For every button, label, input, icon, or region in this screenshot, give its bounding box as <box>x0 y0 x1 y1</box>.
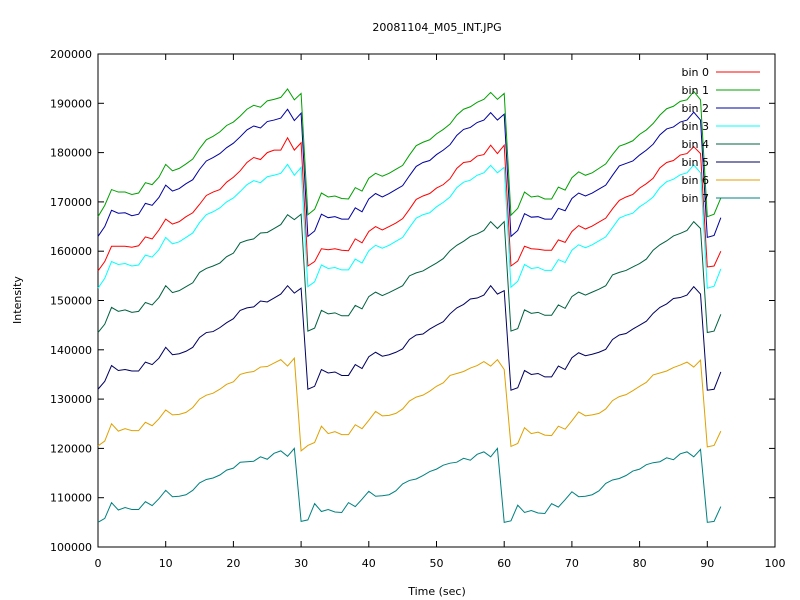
y-tick-label: 120000 <box>50 442 92 455</box>
legend-label: bin 7 <box>681 192 709 205</box>
legend-label: bin 4 <box>681 138 709 151</box>
plot-frame <box>97 53 776 548</box>
y-tick-label: 160000 <box>50 245 92 258</box>
x-tick-label: 30 <box>294 557 308 570</box>
x-tick-label: 0 <box>95 557 102 570</box>
y-tick-label: 170000 <box>50 196 92 209</box>
y-axis: 100000 110000 120000 130000 140000 150000 1600… <box>50 48 775 554</box>
y-tick-label: 200000 <box>50 48 92 61</box>
series-line-bin-7 <box>97 447 722 523</box>
x-tick-label: 50 <box>430 557 444 570</box>
legend: bin 0 bin 1 bin 2 bin 3 bin 4 bin 5 bin 6 bin 7 <box>681 66 760 205</box>
series-line-bin-3 <box>97 163 722 289</box>
x-axis: 0 10 20 30 40 50 60 70 80 90 100 <box>95 54 786 570</box>
legend-label: bin 2 <box>681 102 709 115</box>
series-line-bin-5 <box>97 284 722 391</box>
series-line-bin-6 <box>97 356 722 452</box>
series-line-bin-2 <box>97 108 722 239</box>
series-lines <box>97 88 722 523</box>
legend-label: bin 6 <box>681 174 709 187</box>
series-line-bin-1 <box>97 88 722 218</box>
legend-label: bin 0 <box>681 66 709 79</box>
x-tick-label: 100 <box>765 557 786 570</box>
series-line-bin-0 <box>97 136 722 272</box>
x-tick-label: 20 <box>226 557 240 570</box>
series-line-bin-4 <box>97 213 722 334</box>
y-axis-label: Intensity <box>11 276 24 324</box>
chart-title: 20081104_M05_INT.JPG <box>372 21 501 34</box>
legend-label: bin 5 <box>681 156 709 169</box>
x-tick-label: 40 <box>362 557 376 570</box>
x-tick-label: 10 <box>159 557 173 570</box>
x-tick-label: 90 <box>700 557 714 570</box>
y-tick-label: 140000 <box>50 344 92 357</box>
x-tick-label: 80 <box>633 557 647 570</box>
y-tick-label: 180000 <box>50 147 92 160</box>
y-tick-label: 130000 <box>50 393 92 406</box>
y-tick-label: 190000 <box>50 97 92 110</box>
legend-label: bin 1 <box>681 84 709 97</box>
y-tick-label: 110000 <box>50 492 92 505</box>
legend-label: bin 3 <box>681 120 709 133</box>
y-tick-label: 150000 <box>50 295 92 308</box>
y-tick-label: 100000 <box>50 541 92 554</box>
x-tick-label: 70 <box>565 557 579 570</box>
x-tick-label: 60 <box>497 557 511 570</box>
x-axis-label: Time (sec) <box>407 585 466 598</box>
